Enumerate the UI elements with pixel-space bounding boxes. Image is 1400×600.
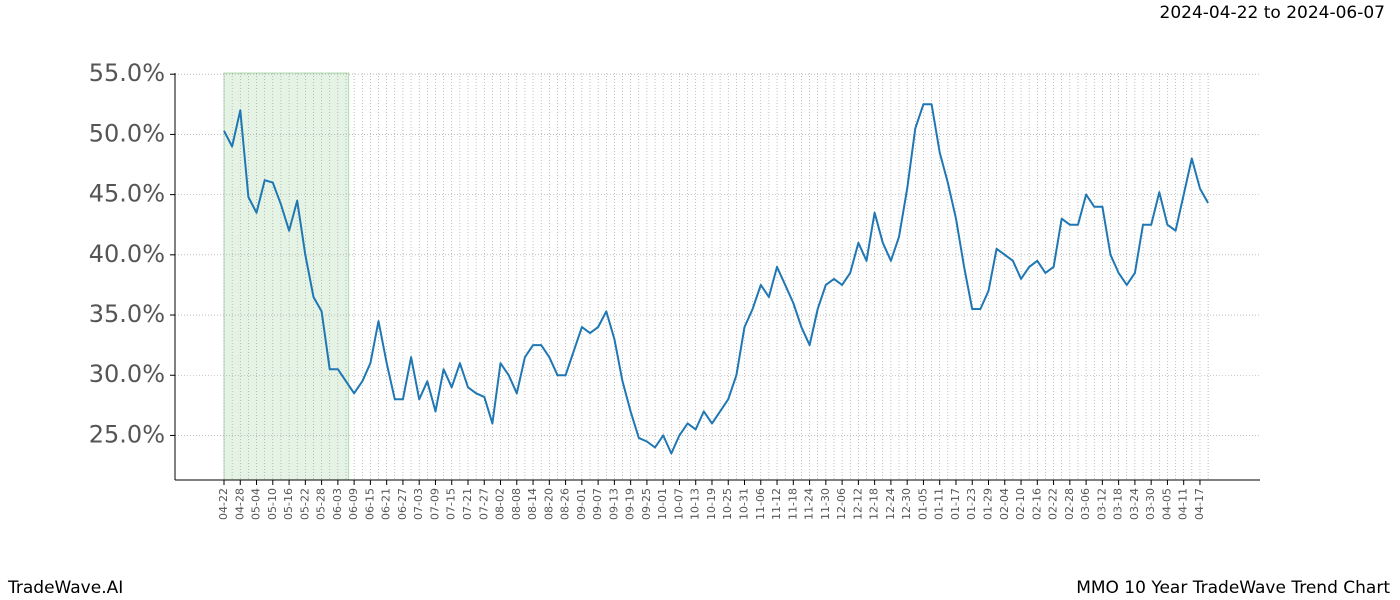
x-tick-label: 07-09 bbox=[428, 488, 441, 520]
x-tick-label: 10-01 bbox=[656, 488, 669, 520]
x-tick-label: 05-28 bbox=[315, 488, 328, 520]
y-tick-label: 35.0% bbox=[89, 300, 165, 328]
y-tick-label: 50.0% bbox=[89, 119, 165, 147]
x-tick-label: 09-25 bbox=[640, 488, 653, 520]
y-tick-label: 40.0% bbox=[89, 240, 165, 268]
x-tick-label: 07-21 bbox=[461, 488, 474, 520]
y-tick-label: 55.0% bbox=[89, 59, 165, 87]
x-tick-label: 12-24 bbox=[884, 488, 897, 520]
x-tick-label: 03-12 bbox=[1095, 488, 1108, 520]
y-tick-label: 25.0% bbox=[89, 420, 165, 448]
x-tick-label: 12-30 bbox=[900, 488, 913, 520]
x-tick-label: 09-19 bbox=[624, 488, 637, 520]
x-tick-label: 08-02 bbox=[494, 488, 507, 520]
x-tick-label: 08-20 bbox=[542, 488, 555, 520]
x-tick-label: 06-09 bbox=[347, 488, 360, 520]
date-range: 2024-04-22 to 2024-06-07 bbox=[1160, 3, 1385, 23]
x-tick-label: 10-25 bbox=[721, 488, 734, 520]
x-tick-label: 08-14 bbox=[526, 488, 539, 520]
x-tick-label: 12-06 bbox=[835, 488, 848, 520]
x-tick-label: 03-24 bbox=[1128, 488, 1141, 520]
x-tick-label: 01-11 bbox=[933, 488, 946, 520]
x-tick-label: 07-03 bbox=[412, 488, 425, 520]
x-tick-label: 01-17 bbox=[949, 488, 962, 520]
x-tick-label: 08-08 bbox=[510, 488, 523, 520]
x-tick-label: 11-06 bbox=[754, 488, 767, 520]
x-tick-label: 09-07 bbox=[591, 488, 604, 520]
x-tick-label: 08-26 bbox=[559, 488, 572, 520]
x-tick-label: 04-05 bbox=[1160, 488, 1173, 520]
x-tick-label: 09-01 bbox=[575, 488, 588, 520]
x-tick-label: 02-16 bbox=[1030, 488, 1043, 520]
x-tick-label: 04-28 bbox=[233, 488, 246, 520]
x-tick-label: 06-27 bbox=[396, 488, 409, 520]
y-tick-label: 45.0% bbox=[89, 180, 165, 208]
x-tick-label: 05-22 bbox=[298, 488, 311, 520]
x-tick-label: 05-16 bbox=[282, 488, 295, 520]
y-tick-label: 30.0% bbox=[89, 360, 165, 388]
x-tick-label: 10-07 bbox=[672, 488, 685, 520]
x-tick-label: 11-30 bbox=[819, 488, 832, 520]
x-tick-label: 06-15 bbox=[363, 488, 376, 520]
x-tick-label: 02-10 bbox=[1014, 488, 1027, 520]
x-tick-label: 04-17 bbox=[1193, 488, 1206, 520]
x-tick-label: 10-31 bbox=[738, 488, 751, 520]
x-tick-label: 06-03 bbox=[331, 488, 344, 520]
x-tick-label: 03-06 bbox=[1079, 488, 1092, 520]
highlight-span bbox=[223, 72, 350, 481]
x-tick-label: 01-05 bbox=[916, 488, 929, 520]
x-tick-label: 03-30 bbox=[1144, 488, 1157, 520]
x-tick-label: 04-11 bbox=[1177, 488, 1190, 520]
chart-title: MMO 10 Year TradeWave Trend Chart bbox=[1076, 578, 1390, 598]
x-tick-label: 01-29 bbox=[982, 488, 995, 520]
x-tick-label: 03-18 bbox=[1112, 488, 1125, 520]
x-tick-label: 04-22 bbox=[217, 488, 230, 520]
x-tick-label: 02-22 bbox=[1047, 488, 1060, 520]
x-tick-label: 11-18 bbox=[786, 488, 799, 520]
x-tick-label: 09-13 bbox=[607, 488, 620, 520]
x-tick-label: 06-21 bbox=[380, 488, 393, 520]
x-tick-label: 10-19 bbox=[705, 488, 718, 520]
x-tick-label: 05-04 bbox=[250, 488, 263, 520]
x-tick-label: 10-13 bbox=[689, 488, 702, 520]
x-tick-label: 12-12 bbox=[851, 488, 864, 520]
x-tick-label: 05-10 bbox=[266, 488, 279, 520]
brand: TradeWave.AI bbox=[7, 578, 123, 598]
x-tick-label: 07-15 bbox=[445, 488, 458, 520]
trend-line bbox=[223, 103, 1209, 455]
x-tick-label: 01-23 bbox=[965, 488, 978, 520]
x-tick-label: 02-28 bbox=[1063, 488, 1076, 520]
x-tick-label: 07-27 bbox=[477, 488, 490, 520]
x-tick-label: 12-18 bbox=[868, 488, 881, 520]
x-tick-label: 02-04 bbox=[998, 488, 1011, 520]
x-tick-label: 11-12 bbox=[770, 488, 783, 520]
x-tick-label: 11-24 bbox=[803, 488, 816, 520]
